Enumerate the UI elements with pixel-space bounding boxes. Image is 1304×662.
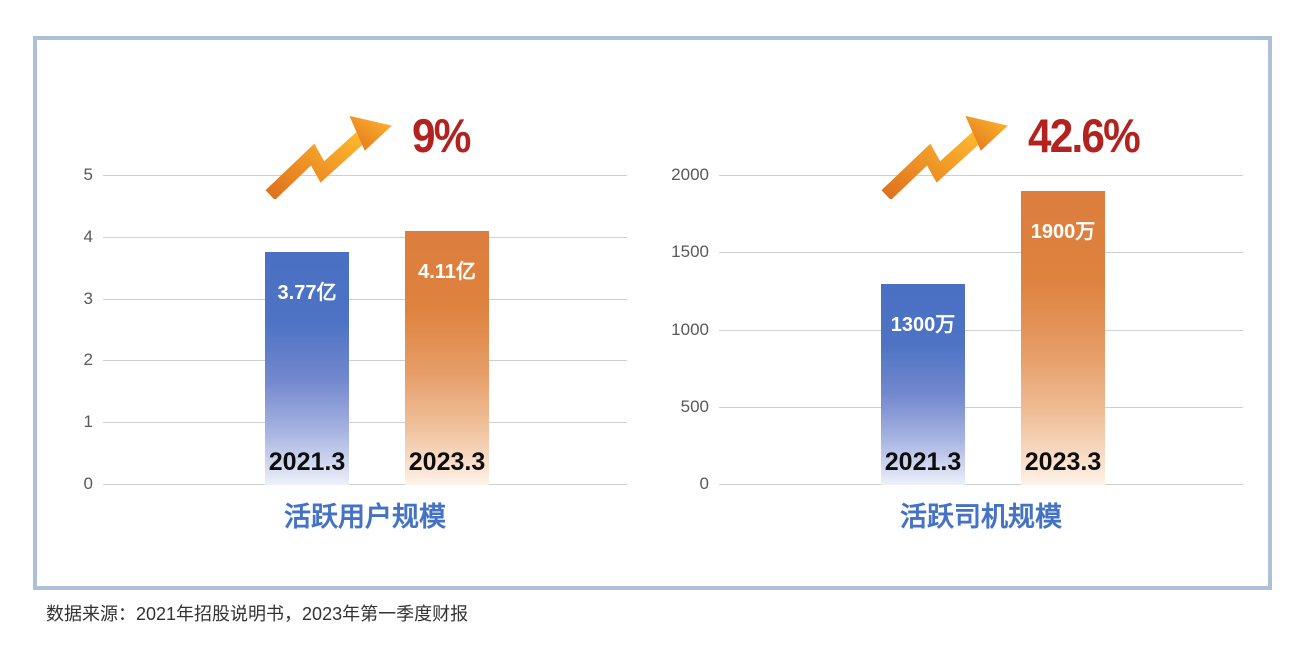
y-tick-label: 0 [699,474,709,493]
growth-annotation: 42.6% [878,109,1151,199]
bar-value-label: 4.11亿 [418,261,476,284]
gridline [719,329,1243,331]
y-tick-label: 5 [83,165,93,184]
bar-category-label: 2021.3 [268,448,346,476]
bar-category-label: 2023.3 [408,448,486,476]
y-tick-label: 1 [83,412,93,432]
y-tick-label: 1000 [671,319,709,339]
charts-panel: 9% 0 1 2 3 4 5 3.77亿 2021.3 4.11亿 2023.3 活跃用户规模 4… [33,36,1272,590]
growth-arrow-icon [881,115,1008,199]
chart-title: 活跃司机规模 [900,502,1062,532]
y-tick-label: 500 [680,396,709,416]
bar-2021.3: 1300万 2021.3 [881,284,965,485]
bar-value-label: 1900万 [1030,221,1096,244]
growth-arrow-icon [265,115,392,199]
y-tick-label: 0 [83,474,93,493]
gridline [719,175,1243,176]
bar-value-label: 3.77亿 [277,282,337,305]
gridline [719,406,1243,408]
bar-category-label: 2023.3 [1024,448,1102,476]
growth-percent: 9% [412,109,471,162]
y-tick-label: 4 [83,226,93,246]
gridline [103,422,627,424]
chart-active-drivers: 42.6% 0 500 1000 1500 2000 1300万 2021.3 1900万 20… [653,40,1268,586]
chart-active-users: 9% 0 1 2 3 4 5 3.77亿 2021.3 4.11亿 2023.3 活跃用户规模 [37,40,652,586]
plot-area: 0 1 2 3 4 5 3.77亿 2021.3 4.11亿 2023.3 [84,165,627,493]
gridline [719,252,1243,254]
gridline [103,298,627,300]
data-source-note: 数据来源：2021年招股说明书，2023年第一季度财报 [46,604,469,624]
bar-2023.3: 1900万 2023.3 [1021,191,1105,485]
chart-title: 活跃用户规模 [284,502,446,532]
growth-annotation: 9% [262,109,476,199]
y-tick-label: 2000 [671,165,709,184]
y-tick-label: 1500 [671,242,709,262]
y-tick-label: 2 [83,350,93,370]
gridline [103,484,627,485]
bar-value-label: 1300万 [890,314,956,337]
y-tick-label: 3 [83,288,93,308]
gridline [103,236,627,238]
bar-2021.3: 3.77亿 2021.3 [265,252,349,485]
gridline [719,484,1243,485]
gridline [103,175,627,176]
bar-category-label: 2021.3 [884,448,962,476]
bar-2023.3: 4.11亿 2023.3 [405,231,489,485]
gridline [103,360,627,362]
plot-area: 0 500 1000 1500 2000 1300万 2021.3 1900万 2023.3 [671,165,1243,493]
growth-percent: 42.6% [1028,109,1141,162]
